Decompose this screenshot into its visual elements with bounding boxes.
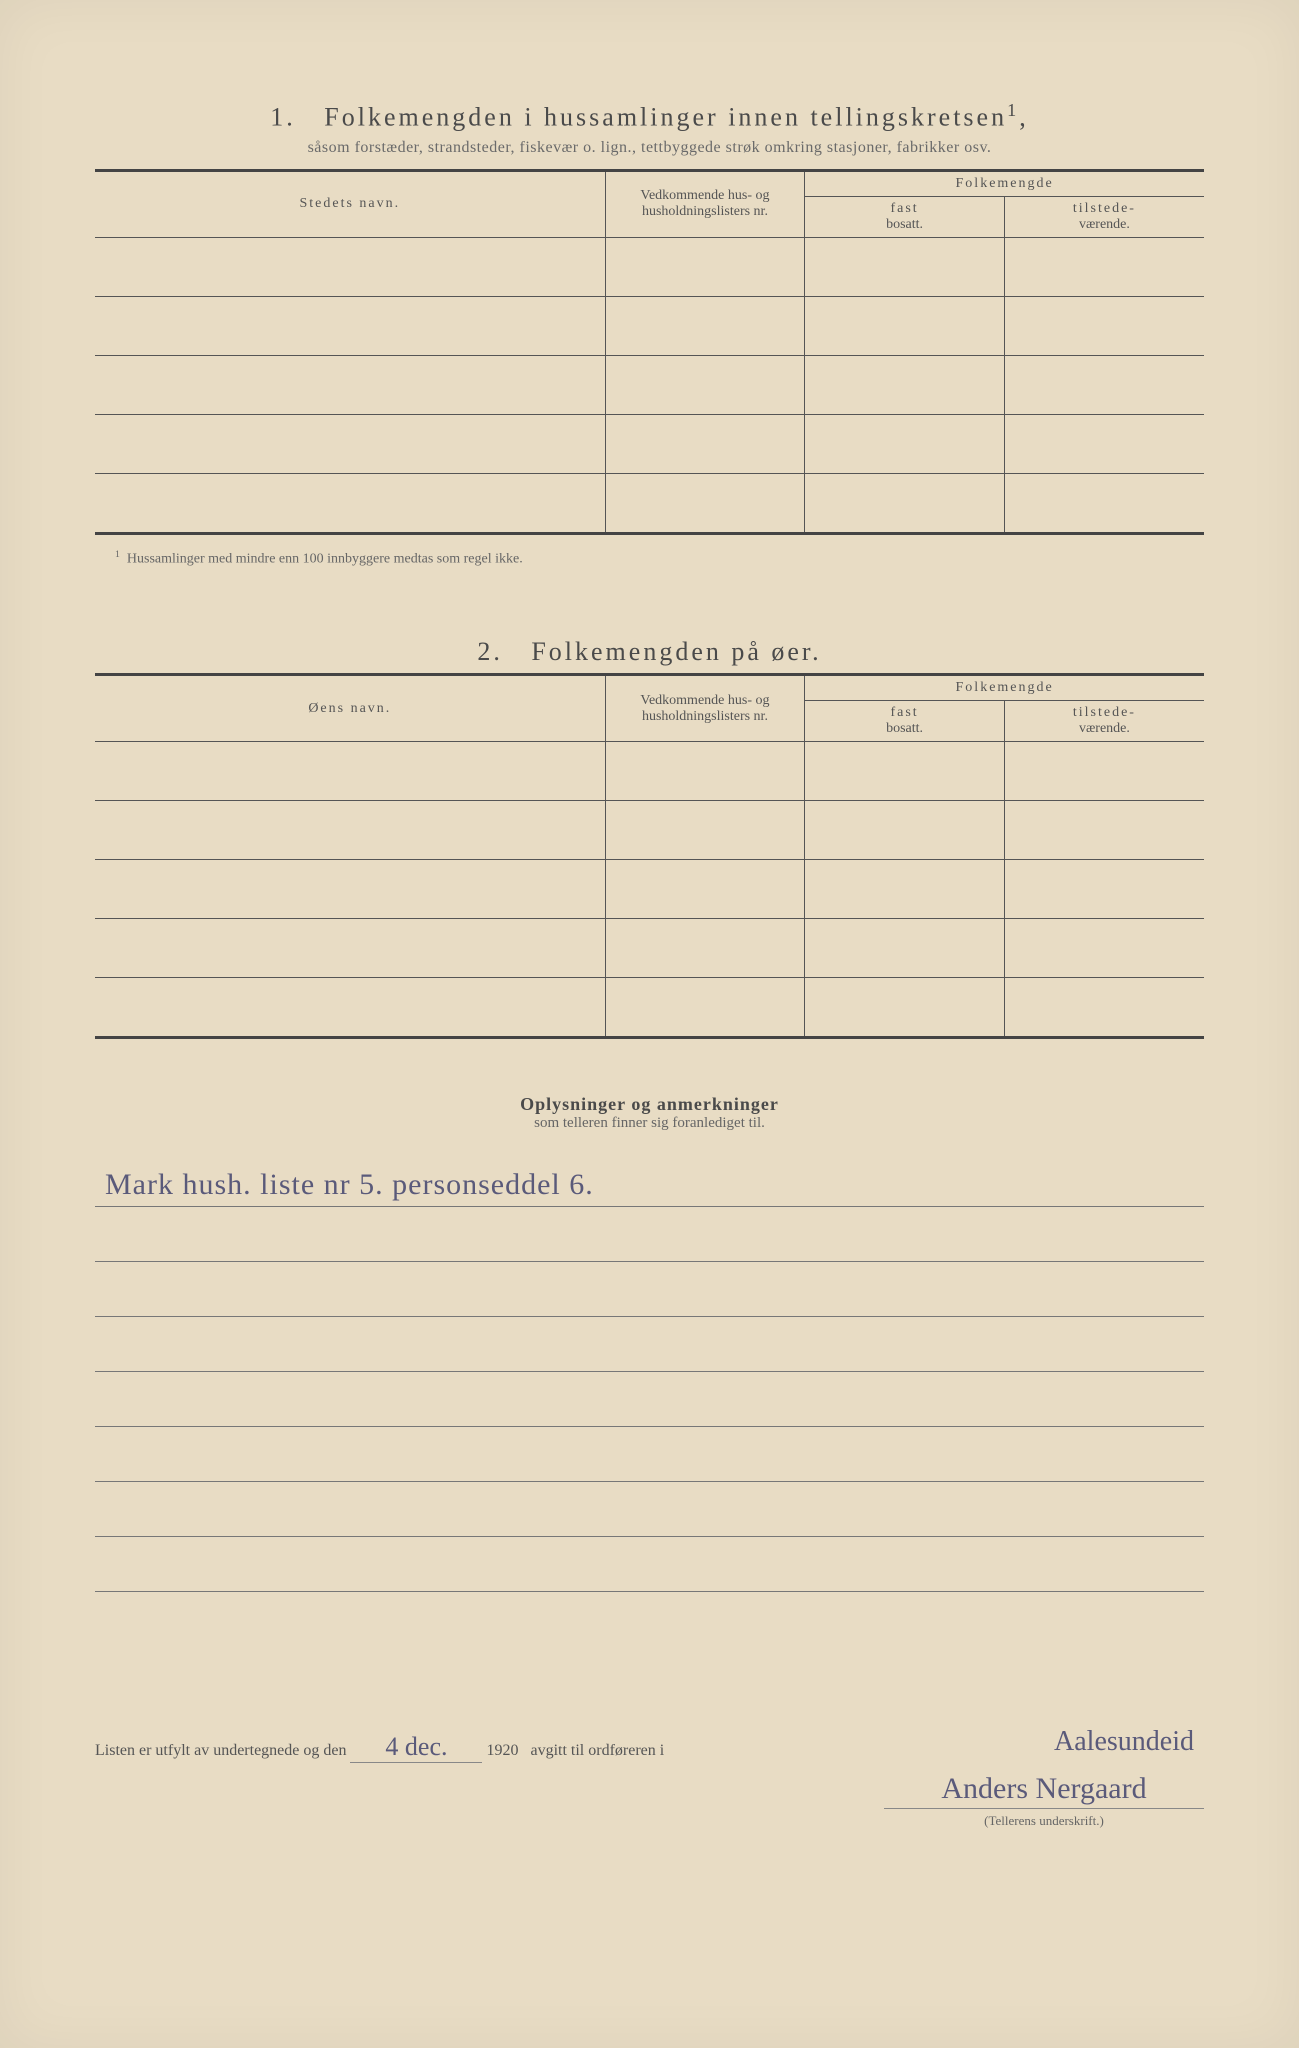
section2-table: Øens navn. Vedkommende hus- og husholdni… (95, 673, 1204, 1039)
section1-subtitle: såsom forstæder, strandsteder, fiskevær … (95, 139, 1204, 157)
closing-block: Listen er utfylt av undertegnede og den … (95, 1732, 1204, 1852)
signature-label: (Tellerens underskrift.) (884, 1813, 1204, 1829)
col-fast-label: fast (890, 201, 918, 216)
closing-prefix: Listen er utfylt av undertegnede og den (95, 1742, 346, 1759)
col-oens-navn: Øens navn. (95, 675, 605, 742)
remarks-line (95, 1262, 1204, 1317)
section2-title-text: Folkemengden på øer. (531, 637, 821, 666)
remarks-line (95, 1427, 1204, 1482)
section2: 2. Folkemengden på øer. Øens navn. Vedko… (95, 637, 1204, 1039)
section2-body (95, 742, 1204, 1038)
footnote-marker: 1 (115, 549, 120, 560)
col-lists2: Vedkommende hus- og husholdningslisters … (605, 675, 805, 742)
closing-date: 4 dec. (350, 1732, 482, 1763)
col-folkemengde2: Folkemengde (805, 675, 1204, 701)
section2-title: 2. Folkemengden på øer. (95, 637, 1204, 667)
section1-sup: 1 (1007, 100, 1019, 120)
col-fast-sub: bosatt. (886, 217, 923, 232)
census-form-page: 1. Folkemengden i hussamlinger innen tel… (0, 0, 1299, 2048)
remarks-handwriting: Mark hush. liste nr 5. personseddel 6. (105, 1168, 594, 1202)
col-tilstede2-label: tilstede- (1073, 705, 1136, 720)
section1-footnote: 1 Hussamlinger med mindre enn 100 innbyg… (95, 549, 1204, 568)
remarks-line (95, 1372, 1204, 1427)
remarks-line (95, 1317, 1204, 1372)
col-stedets-navn: Stedets navn. (95, 170, 605, 237)
remarks-line (95, 1482, 1204, 1537)
col-tilstede2-sub: værende. (1079, 721, 1130, 736)
col-fast2: fast bosatt. (805, 701, 1005, 742)
closing-mid: avgitt til ordføreren i (530, 1742, 664, 1759)
col-fast2-label: fast (890, 705, 918, 720)
remarks-line (95, 1207, 1204, 1262)
section1-table: Stedets navn. Vedkommende hus- og hushol… (95, 169, 1204, 535)
col-tilstede-sub: værende. (1079, 217, 1130, 232)
section1-title: 1. Folkemengden i hussamlinger innen tel… (95, 100, 1204, 133)
remarks-line: Mark hush. liste nr 5. personseddel 6. (95, 1152, 1204, 1207)
signature-handwriting: Anders Nergaard (884, 1772, 1204, 1809)
col-tilstede2: tilstede- værende. (1004, 701, 1204, 742)
remarks-line (95, 1537, 1204, 1592)
section1-body (95, 237, 1204, 533)
col-fast2-sub: bosatt. (886, 721, 923, 736)
section1-title-text: Folkemengden i hussamlinger innen tellin… (324, 103, 1007, 132)
col-fast: fast bosatt. (805, 196, 1005, 237)
remarks-title: Oplysninger og anmerkninger (95, 1094, 1204, 1115)
remarks-lines: Mark hush. liste nr 5. personseddel 6. (95, 1152, 1204, 1592)
remarks-subtitle: som telleren finner sig foranlediget til… (95, 1115, 1204, 1132)
closing-year: 1920 (486, 1742, 518, 1759)
col-tilstede-label: tilstede- (1073, 201, 1136, 216)
footnote-text: Hussamlinger med mindre enn 100 innbygge… (127, 551, 523, 566)
col-folkemengde: Folkemengde (805, 170, 1204, 196)
section1-number: 1. (270, 103, 296, 132)
closing-place: Aalesundeid (1054, 1726, 1194, 1758)
col-lists: Vedkommende hus- og husholdningslisters … (605, 170, 805, 237)
col-tilstede: tilstede- værende. (1004, 196, 1204, 237)
section2-number: 2. (477, 637, 503, 666)
signature-area: Anders Nergaard (Tellerens underskrift.) (884, 1772, 1204, 1829)
